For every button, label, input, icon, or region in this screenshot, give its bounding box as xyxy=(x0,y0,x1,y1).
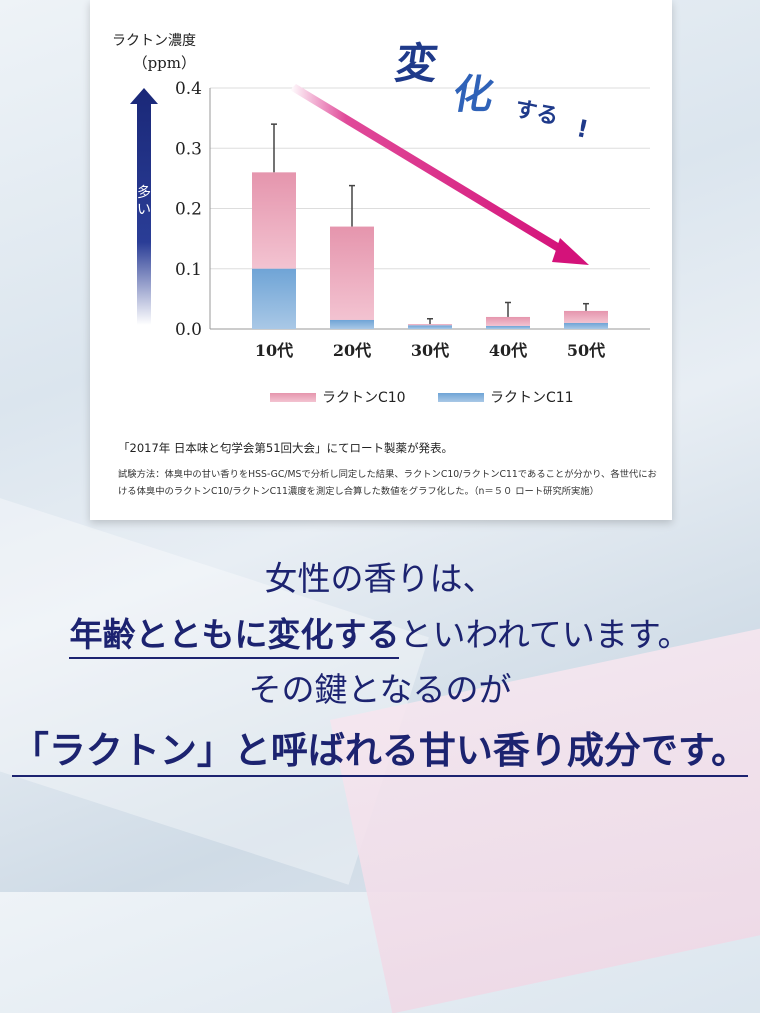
legend-label: ラクトンC11 xyxy=(490,390,574,406)
message-line-1: 女性の香りは、 xyxy=(264,559,496,598)
y-tick-label: 0.2 xyxy=(175,200,202,220)
x-tick-label: 40代 xyxy=(489,341,527,360)
y-axis-unit: （ppm） xyxy=(132,54,196,72)
high-label-char: い xyxy=(137,202,151,218)
y-tick-label: 0.4 xyxy=(175,79,202,99)
bar-c11 xyxy=(408,325,452,329)
bar-c11 xyxy=(330,319,374,329)
legend-item-c10: ラクトンC10 xyxy=(270,387,406,407)
method-note: 試験方法：体臭中の甘い香りをHSS-GC/MSで分析し同定した結果、ラクトンC1… xyxy=(118,469,657,497)
bar-c10 xyxy=(408,324,452,326)
x-tick-label: 20代 xyxy=(333,341,371,360)
bar-c10 xyxy=(564,310,608,323)
chart-card: 0.0 0.1 0.2 0.3 0.4 10代 20代 30代 40代 50代 ラクトン濃度 （pp… xyxy=(90,0,672,520)
bar-c11 xyxy=(486,325,530,329)
y-axis-label: ラクトン濃度 xyxy=(112,33,196,49)
y-axis-title: ラクトン濃度 （ppm） xyxy=(112,30,196,74)
y-tick-label: 0.0 xyxy=(175,320,202,340)
legend-swatch xyxy=(438,392,484,402)
message-line-2: 年齢とともに変化するといわれています。 xyxy=(0,608,760,659)
high-label-char: 多 xyxy=(137,185,151,201)
lactone-chart: 0.0 0.1 0.2 0.3 0.4 10代 20代 30代 40代 50代 xyxy=(130,79,650,360)
bar-c11 xyxy=(252,268,296,329)
y-tick-label: 0.1 xyxy=(175,260,202,280)
legend-swatch xyxy=(270,392,316,402)
bar-c10 xyxy=(252,172,296,269)
x-tick-label: 50代 xyxy=(567,341,605,360)
legend-item-c11: ラクトンC11 xyxy=(438,387,574,407)
high-arrow-icon xyxy=(130,88,158,325)
message-line-3: その鍵となるのが xyxy=(248,670,512,709)
bar-c10 xyxy=(330,226,374,320)
trend-arrow-icon xyxy=(290,84,589,265)
source-note: 「2017年 日本味と匂学会第51回大会」にてロート製薬が発表。 xyxy=(118,441,454,455)
x-tick-label: 30代 xyxy=(411,341,449,360)
message-line-2-rest: といわれています。 xyxy=(399,615,691,654)
y-tick-label: 0.3 xyxy=(175,139,202,159)
message-line-4-text: 「ラクトン」と呼ばれる甘い香り成分です。 xyxy=(11,728,749,777)
x-tick-label: 10代 xyxy=(255,341,293,360)
high-label: 多い xyxy=(135,185,153,219)
message-line-4: 「ラクトン」と呼ばれる甘い香り成分です。 xyxy=(0,720,760,777)
annotation-change-1: 変 xyxy=(392,39,442,88)
legend-label: ラクトンC10 xyxy=(322,390,406,406)
bar-c11 xyxy=(564,322,608,329)
bar-c10 xyxy=(486,316,530,326)
message-line-2-emphasis: 年齢とともに変化する xyxy=(69,615,400,659)
